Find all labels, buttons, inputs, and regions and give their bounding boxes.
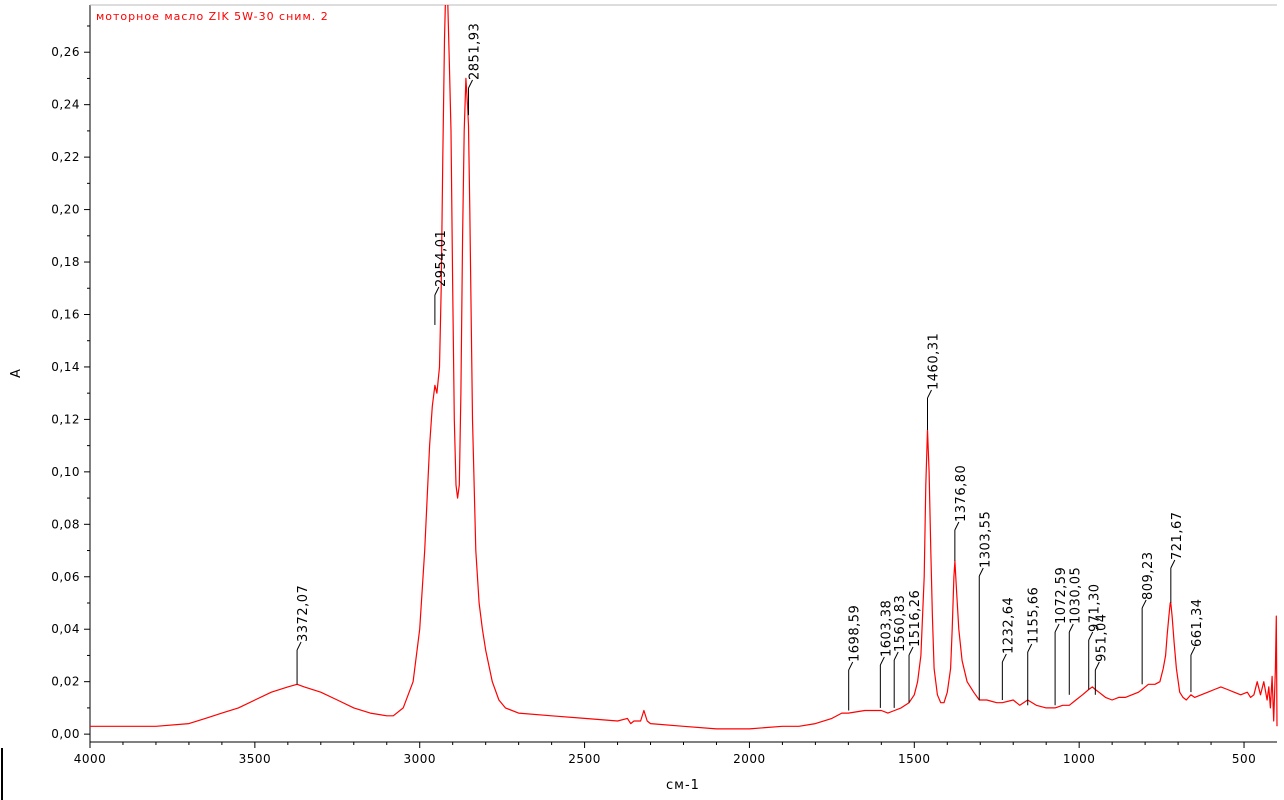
peak-label: 1072,59 <box>1054 567 1069 624</box>
peak-marker: 951,04 <box>1094 614 1109 695</box>
x-tick-label: 1000 <box>1063 752 1096 766</box>
y-axis: 0,00 0,02 0,04 0,06 0,08 0,10 0,12 0,14 0,16 0,18… <box>51 26 90 741</box>
x-axis: 4000 3500 3000 2500 2000 1500 1000 500 <box>74 742 1257 766</box>
peak-leader-tip <box>1028 644 1032 652</box>
peak-leader-tip <box>1069 624 1073 632</box>
peak-leader-tip <box>297 642 301 650</box>
chart-title: моторное масло ZIK 5W-30 сним. 2 <box>96 10 329 23</box>
peak-leader-tip <box>955 522 959 530</box>
y-tick-label: 0,18 <box>51 255 80 269</box>
peak-marker: 1376,80 <box>954 465 969 561</box>
peak-label: 809,23 <box>1141 552 1156 601</box>
peak-leader-tip <box>435 287 439 295</box>
y-tick-label: 0,16 <box>51 307 80 321</box>
peak-label: 1376,80 <box>954 465 969 522</box>
peak-label: 1232,64 <box>1001 597 1016 654</box>
x-tick-label: 2000 <box>733 752 766 766</box>
peak-marker: 661,34 <box>1190 599 1205 693</box>
peak-label: 721,67 <box>1170 512 1185 561</box>
peak-label: 1560,83 <box>893 595 908 652</box>
x-tick-label: 500 <box>1232 752 1256 766</box>
x-tick-label: 1500 <box>898 752 931 766</box>
x-tick-label: 4000 <box>74 752 107 766</box>
peak-leader-tip <box>1055 624 1059 632</box>
peak-leader-tip <box>927 390 931 398</box>
x-tick-label: 3000 <box>403 752 436 766</box>
peak-marker: 1560,83 <box>893 595 908 708</box>
y-tick-label: 0,10 <box>51 465 80 479</box>
peak-label: 661,34 <box>1190 599 1205 648</box>
peak-leader-tip <box>1095 662 1099 670</box>
peak-leader-tip <box>1142 600 1146 608</box>
peak-leader-tip <box>979 568 983 576</box>
peak-leader-tip <box>1002 654 1006 662</box>
peak-marker: 1698,59 <box>848 605 863 711</box>
peak-marker: 1603,38 <box>879 600 894 708</box>
peak-marker: 2954,01 <box>434 230 449 325</box>
peak-label: 1303,55 <box>978 511 993 568</box>
peak-marker: 2851,93 <box>468 23 483 115</box>
peak-leader-tip <box>849 662 853 670</box>
peak-label: 1603,38 <box>879 600 894 657</box>
peak-label: 2851,93 <box>468 23 483 80</box>
y-tick-label: 0,20 <box>51 203 80 217</box>
peak-marker: 1030,05 <box>1068 567 1083 695</box>
y-tick-label: 0,26 <box>51 45 80 59</box>
peak-leader-tip <box>469 80 473 88</box>
peak-label: 1698,59 <box>848 605 863 662</box>
peak-label: 1030,05 <box>1068 567 1083 624</box>
peak-marker: 1460,31 <box>926 333 941 430</box>
y-tick-label: 0,00 <box>51 727 80 741</box>
plot-frame <box>2 5 1277 800</box>
peak-label: 1516,26 <box>908 590 923 647</box>
y-tick-label: 0,04 <box>51 622 80 636</box>
peak-marker: 3372,07 <box>296 585 311 685</box>
y-tick-label: 0,06 <box>51 570 80 584</box>
peak-label: 951,04 <box>1094 614 1109 663</box>
peak-label: 2954,01 <box>434 230 449 287</box>
x-axis-title: см-1 <box>666 778 700 793</box>
peak-leader-tip <box>1191 647 1195 655</box>
peak-marker: 809,23 <box>1141 552 1156 685</box>
peak-leader-tip <box>909 647 913 655</box>
peak-leader-tip <box>894 652 898 660</box>
peak-marker: 1072,59 <box>1054 567 1069 706</box>
x-tick-label: 3500 <box>239 752 272 766</box>
peak-marker: 721,67 <box>1170 512 1185 603</box>
y-tick-label: 0,14 <box>51 360 80 374</box>
peak-label: 1460,31 <box>926 333 941 390</box>
peak-leader-tip <box>1089 632 1093 640</box>
peak-leader-tip <box>880 657 884 665</box>
y-tick-label: 0,02 <box>51 675 80 689</box>
y-tick-label: 0,22 <box>51 150 80 164</box>
x-tick-label: 2500 <box>568 752 601 766</box>
peak-marker: 1303,55 <box>978 511 993 700</box>
peak-label: 1155,66 <box>1027 587 1042 644</box>
y-tick-label: 0,12 <box>51 412 80 426</box>
peak-labels: 3372,07 2954,01 2851,93 1698,59 1603,381560,… <box>296 23 1205 711</box>
peak-marker: 1155,66 <box>1027 587 1042 706</box>
peak-marker: 1516,26 <box>908 590 923 703</box>
peak-marker: 1232,64 <box>1001 597 1016 700</box>
peak-leader-tip <box>1171 560 1175 568</box>
y-tick-label: 0,08 <box>51 517 80 531</box>
y-tick-label: 0,24 <box>51 98 80 112</box>
y-axis-title: A <box>9 368 24 378</box>
peak-label: 3372,07 <box>296 585 311 642</box>
